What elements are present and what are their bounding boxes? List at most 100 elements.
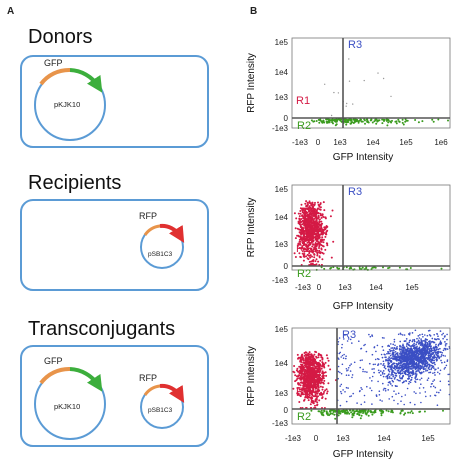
event-dot: [439, 341, 442, 344]
event-dot: [310, 409, 313, 412]
event-dot: [393, 378, 396, 380]
event-dot: [382, 266, 384, 269]
event-dot: [301, 207, 304, 210]
event-dot: [303, 247, 306, 250]
event-dot: [391, 384, 394, 387]
event-dot: [440, 354, 443, 356]
event-dot: [364, 122, 366, 125]
event-dot: [423, 352, 426, 354]
event-dot: [432, 365, 435, 368]
event-dot: [308, 210, 310, 213]
event-dot: [351, 121, 354, 124]
event-dot: [301, 252, 304, 255]
event-dot: [355, 120, 358, 123]
event-dot: [308, 243, 311, 246]
event-dot: [334, 124, 337, 127]
event-dot: [407, 369, 410, 372]
event-dot: [317, 367, 320, 369]
x-axis-label: GFP Intensity: [333, 301, 393, 312]
x-tick-label: 1e5: [421, 434, 435, 443]
event-dot: [422, 360, 425, 363]
event-dot: [348, 374, 350, 377]
event-dot: [418, 337, 421, 339]
event-dot: [313, 217, 316, 220]
event-dot: [407, 362, 409, 365]
event-dot: [388, 362, 391, 365]
event-dot: [407, 365, 410, 367]
event-dot: [346, 102, 348, 105]
y-tick-label: 1e4: [275, 68, 289, 77]
event-dot: [443, 347, 446, 350]
event-dot: [322, 382, 325, 385]
event-dot: [363, 394, 366, 397]
event-dot: [377, 358, 380, 361]
event-dot: [430, 349, 433, 352]
event-dot: [306, 202, 309, 204]
event-dot: [434, 350, 436, 352]
y-axis-label: RFP Intensity: [246, 346, 257, 406]
event-dot: [348, 409, 351, 412]
event-dot: [445, 347, 447, 350]
event-dot: [310, 119, 313, 122]
event-dot: [416, 341, 418, 344]
event-dot: [319, 385, 322, 388]
event-dot: [294, 227, 297, 230]
event-dot: [316, 234, 319, 237]
event-dot: [442, 349, 445, 352]
event-dot: [413, 338, 416, 341]
plasmid-label-pkjk10: pKJK10: [54, 100, 80, 109]
event-dot: [316, 242, 319, 245]
event-dot: [362, 368, 364, 371]
event-dot: [310, 237, 313, 240]
event-dot: [339, 351, 342, 354]
y-tick-label: 0: [284, 262, 289, 271]
event-dot: [446, 359, 449, 361]
event-dot: [436, 354, 438, 357]
event-dot: [412, 360, 414, 363]
event-dot: [319, 206, 322, 209]
rfp-gene-arrow: [159, 383, 185, 403]
event-dot: [299, 256, 302, 259]
event-dot: [346, 119, 349, 122]
event-dot: [294, 374, 297, 377]
event-dot: [434, 386, 437, 389]
event-dot: [432, 385, 435, 388]
x-tick-label: 0: [314, 434, 319, 443]
event-dot: [330, 266, 333, 269]
event-dot: [374, 119, 377, 122]
event-dot: [390, 368, 393, 371]
event-dot: [429, 371, 432, 374]
event-dot: [408, 344, 410, 346]
event-dot: [399, 379, 401, 382]
event-dot: [299, 221, 302, 224]
event-dot: [299, 207, 302, 210]
event-dot: [390, 411, 393, 413]
event-dot: [431, 349, 434, 352]
event-dot: [344, 121, 347, 123]
event-dot: [296, 353, 299, 356]
event-dot: [410, 345, 412, 348]
event-dot: [387, 389, 390, 391]
event-dot: [414, 348, 417, 350]
event-dot: [367, 409, 370, 412]
event-dot: [385, 356, 387, 359]
event-dot: [426, 369, 429, 372]
event-dot: [301, 367, 304, 370]
event-dot: [401, 395, 403, 398]
event-dot: [408, 359, 410, 361]
event-dot: [320, 220, 323, 223]
event-dot: [297, 357, 299, 360]
event-dot: [378, 394, 381, 396]
promoter-arrow: [143, 224, 161, 236]
event-dot: [363, 119, 366, 122]
event-dot: [305, 360, 308, 363]
event-dot: [413, 342, 415, 345]
event-dot: [304, 395, 307, 398]
event-dot: [439, 380, 442, 383]
event-dot: [431, 356, 434, 358]
event-dot: [308, 201, 311, 204]
event-dot: [439, 330, 442, 332]
event-dot: [405, 357, 407, 360]
gate-label-r3: R3: [348, 39, 362, 51]
event-dot: [300, 356, 303, 359]
